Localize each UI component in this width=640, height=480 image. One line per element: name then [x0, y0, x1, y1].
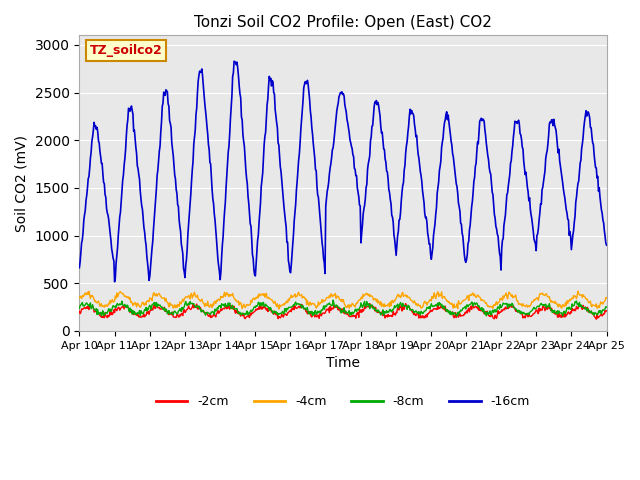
- Text: TZ_soilco2: TZ_soilco2: [90, 44, 163, 57]
- X-axis label: Time: Time: [326, 356, 360, 370]
- Y-axis label: Soil CO2 (mV): Soil CO2 (mV): [15, 134, 29, 231]
- Title: Tonzi Soil CO2 Profile: Open (East) CO2: Tonzi Soil CO2 Profile: Open (East) CO2: [194, 15, 492, 30]
- Legend: -2cm, -4cm, -8cm, -16cm: -2cm, -4cm, -8cm, -16cm: [151, 390, 535, 413]
